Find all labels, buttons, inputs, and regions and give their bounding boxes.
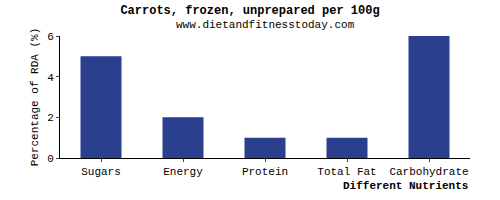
svg-text:Energy: Energy — [163, 166, 203, 178]
svg-text:Percentage of RDA (%): Percentage of RDA (%) — [29, 28, 41, 167]
svg-text:Total Fat: Total Fat — [317, 166, 376, 178]
svg-text:4: 4 — [47, 72, 54, 84]
svg-text:Different Nutrients: Different Nutrients — [343, 180, 468, 192]
svg-text:Protein: Protein — [242, 166, 288, 178]
svg-text:Sugars: Sugars — [81, 166, 121, 178]
svg-text:2: 2 — [47, 112, 54, 124]
svg-text:Carrots, frozen, unprepared pe: Carrots, frozen, unprepared per 100g — [120, 4, 379, 18]
svg-text:0: 0 — [47, 153, 54, 165]
svg-text:6: 6 — [47, 31, 54, 43]
svg-text:www.dietandfitnesstoday.com: www.dietandfitnesstoday.com — [176, 19, 355, 31]
svg-text:Carbohydrate: Carbohydrate — [389, 166, 468, 178]
